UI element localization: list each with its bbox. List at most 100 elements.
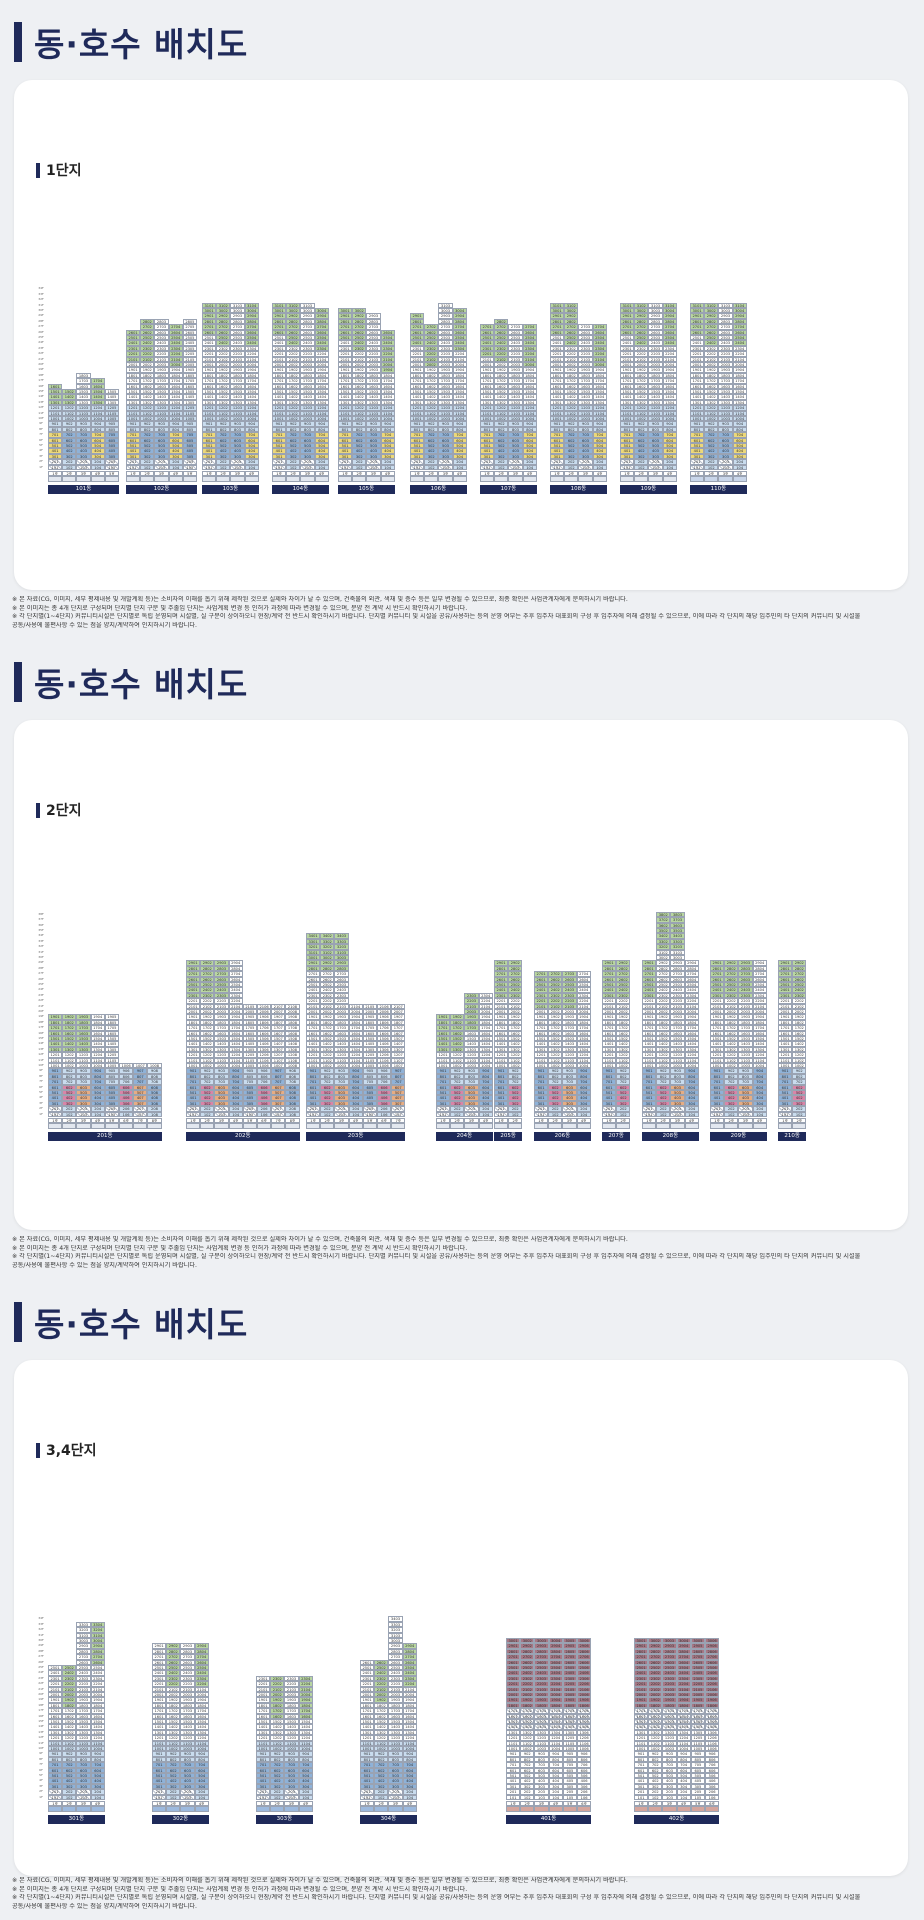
unit-cell: 301 (634, 1784, 648, 1789)
unit-cell: 1604 (315, 384, 329, 389)
unit-cell: 1904 (349, 1014, 363, 1019)
unit-cell: 2801 (338, 319, 352, 324)
unit-cell: 2902 (508, 960, 522, 965)
unit-cell: 2801 (202, 319, 216, 324)
unit-cell: 205 (183, 459, 197, 464)
unit-cell: 901 (152, 1751, 166, 1756)
floor-label: 34F (36, 1616, 46, 1620)
unit-cell: 901 (306, 1068, 320, 1073)
unit-cell: 501 (256, 1773, 270, 1778)
unit-cell: 1002 (320, 1063, 334, 1068)
unit-cell: 1202 (270, 1735, 284, 1740)
unit-type-cell (403, 1806, 417, 1811)
unit-cell: 501 (550, 443, 564, 448)
unit-cell: 2603 (718, 330, 732, 335)
unit-cell: 1502 (352, 389, 366, 394)
unit-cell: 901 (778, 1068, 792, 1073)
unit-cell: 2602 (140, 330, 154, 335)
unit-cell: 2001 (550, 362, 564, 367)
unit-cell: 2902 (648, 1643, 662, 1648)
unit-cell: 1101 (506, 1741, 520, 1746)
unit-cell: 1103 (214, 1058, 228, 1063)
unit-cell: 504 (91, 443, 105, 448)
unit-cell: 1402 (286, 394, 300, 399)
unit-cell: 1005 (363, 1063, 377, 1068)
unit-type-cell (257, 1123, 271, 1128)
unit-cell: 1503 (464, 1036, 478, 1041)
unit-cell: 803 (76, 1074, 90, 1079)
unit-cell: 103 (648, 465, 662, 470)
unit-cell: 103 (180, 1795, 194, 1800)
unit-cell: 1901 (272, 367, 286, 372)
unit-cell: 1101 (534, 1058, 548, 1063)
unit-cell: 1206 (577, 1735, 591, 1740)
unit-cell: 202 (494, 459, 508, 464)
unit-cell: 2202 (520, 1681, 534, 1686)
unit-cell: 602 (494, 438, 508, 443)
unit-cell: 903 (284, 1751, 298, 1756)
floor-label: 26F (36, 1660, 46, 1664)
unit-cell: 605 (105, 1085, 119, 1090)
unit-cell: 202 (62, 1106, 76, 1111)
unit-cell: 2602 (724, 977, 738, 982)
unit-cell: 101 (550, 465, 564, 470)
floor-label: 27F (36, 1654, 46, 1658)
unit-cell: 2901 (506, 1643, 520, 1648)
unit-cell: 1604 (453, 384, 467, 389)
unit-cell: 1802 (656, 1020, 670, 1025)
unit-cell: 604 (479, 1085, 493, 1090)
unit-cell: 701 (494, 1079, 508, 1084)
unit-cell: 2402 (564, 340, 578, 345)
unit-cell: 3103 (670, 950, 684, 955)
unit-cell: 401 (360, 1778, 374, 1783)
unit-type-cell (230, 476, 244, 481)
unit-cell: 1504 (91, 389, 105, 394)
unit-cell: 1203 (738, 1052, 752, 1057)
unit-cell: 707 (271, 1079, 285, 1084)
building-label: 205동 (494, 1132, 522, 1141)
unit-cell: 1701 (642, 1025, 656, 1030)
unit-cell: 1402 (648, 1724, 662, 1729)
unit-cell: 208 (147, 1106, 161, 1111)
unit-cell: 603 (366, 438, 380, 443)
unit-cell: 801 (410, 427, 424, 432)
unit-cell: 1906 (705, 1697, 719, 1702)
unit-cell: 404 (169, 448, 183, 453)
unit-cell: 2601 (338, 330, 352, 335)
unit-cell: 1604 (403, 1714, 417, 1719)
unit-cell: 1004 (685, 1063, 699, 1068)
unit-cell: 2005 (691, 1692, 705, 1697)
unit-cell: 1404 (549, 1724, 563, 1729)
unit-cell: 2504 (523, 335, 537, 340)
unit-cell: 502 (508, 1090, 522, 1095)
unit-cell: 3602 (656, 923, 670, 928)
unit-cell: 201 (480, 459, 494, 464)
unit-cell: 103 (388, 1795, 402, 1800)
unit-cell: 3001 (634, 1638, 648, 1643)
unit-cell: 3303 (334, 939, 348, 944)
unit-cell: 902 (166, 1751, 180, 1756)
unit-cell: 404 (479, 1095, 493, 1100)
page-title: 동·호수 배치도 (34, 1298, 248, 1346)
unit-cell: 2402 (424, 340, 438, 345)
unit-cell: 1904 (549, 1697, 563, 1702)
unit-cell: 2002 (424, 362, 438, 367)
unit-cell: 604 (685, 1085, 699, 1090)
unit-cell: 201 (506, 1789, 520, 1794)
unit-cell: 604 (91, 1085, 105, 1090)
unit-cell: 1904 (169, 367, 183, 372)
unit-cell: 2502 (200, 982, 214, 987)
unit-cell: 203 (388, 1789, 402, 1794)
unit-cell: 1303 (76, 1730, 90, 1735)
unit-cell: 804 (685, 1074, 699, 1079)
unit-cell: 1203 (718, 405, 732, 410)
unit-cell: 401 (436, 1095, 450, 1100)
unit-cell: 1106 (577, 1741, 591, 1746)
floor-label: 11F (36, 1741, 46, 1745)
unit-cell: 1703 (508, 378, 522, 383)
unit-cell: 3102 (704, 303, 718, 308)
unit-cell: 802 (634, 427, 648, 432)
unit-cell: 603 (154, 438, 168, 443)
unit-cell: 603 (76, 1085, 90, 1090)
unit-cell: 1201 (152, 1735, 166, 1740)
